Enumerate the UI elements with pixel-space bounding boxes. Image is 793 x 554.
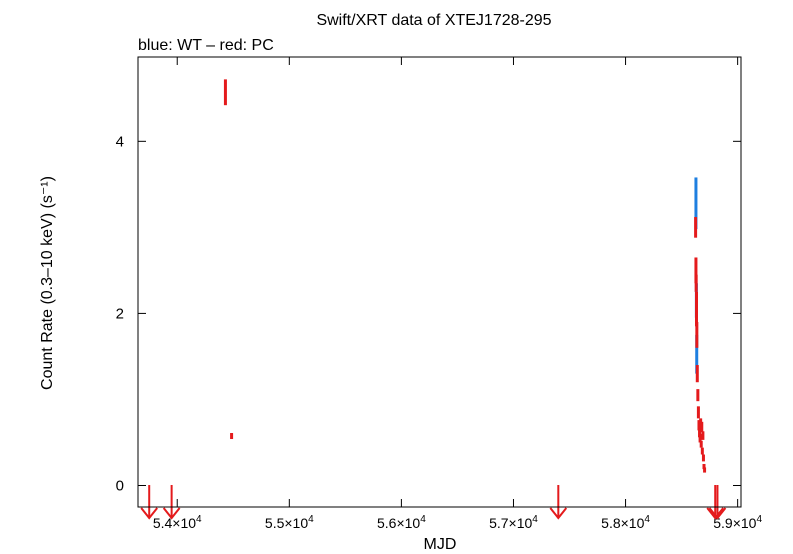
x-axis-label: MJD bbox=[424, 536, 457, 553]
upper-limit-arrow bbox=[162, 485, 181, 520]
x-tick-label: 5.4×104 bbox=[153, 514, 202, 531]
y-tick-label: 0 bbox=[116, 477, 124, 494]
upper-limit-head bbox=[162, 507, 181, 520]
x-tick-label: 5.8×104 bbox=[601, 514, 650, 531]
upper-limit-arrow bbox=[706, 485, 725, 520]
axis-ticks: 5.4×104 5.5×104 5.6×104 5.7×104 5.8×104 5.9×1… bbox=[116, 57, 762, 531]
upper-limit-head bbox=[140, 507, 158, 520]
x-tick-label: 5.5×104 bbox=[265, 514, 314, 531]
upper-limit-marks bbox=[140, 485, 727, 520]
x-tick-label: 5.6×104 bbox=[377, 514, 426, 531]
upper-limit-arrow bbox=[549, 485, 568, 520]
chart-subtitle: blue: WT – red: PC bbox=[138, 37, 274, 54]
upper-limit-head bbox=[708, 507, 727, 520]
chart-title: Swift/XRT data of XTEJ1728-295 bbox=[316, 12, 551, 29]
x-tick-label: 5.7×104 bbox=[489, 514, 538, 531]
plot-frame bbox=[137, 56, 742, 508]
upper-limit-arrow bbox=[140, 485, 158, 520]
upper-limit-head bbox=[549, 507, 568, 520]
upper-limit-head bbox=[706, 507, 725, 520]
x-tick-label: 5.9×104 bbox=[713, 514, 762, 531]
data-marks bbox=[223, 79, 707, 473]
upper-limit-arrow bbox=[708, 485, 727, 520]
y-tick-label: 4 bbox=[116, 133, 124, 150]
y-axis-label: Count Rate (0.3–10 keV) (s⁻¹) bbox=[39, 176, 56, 390]
y-tick-label: 2 bbox=[116, 305, 124, 322]
